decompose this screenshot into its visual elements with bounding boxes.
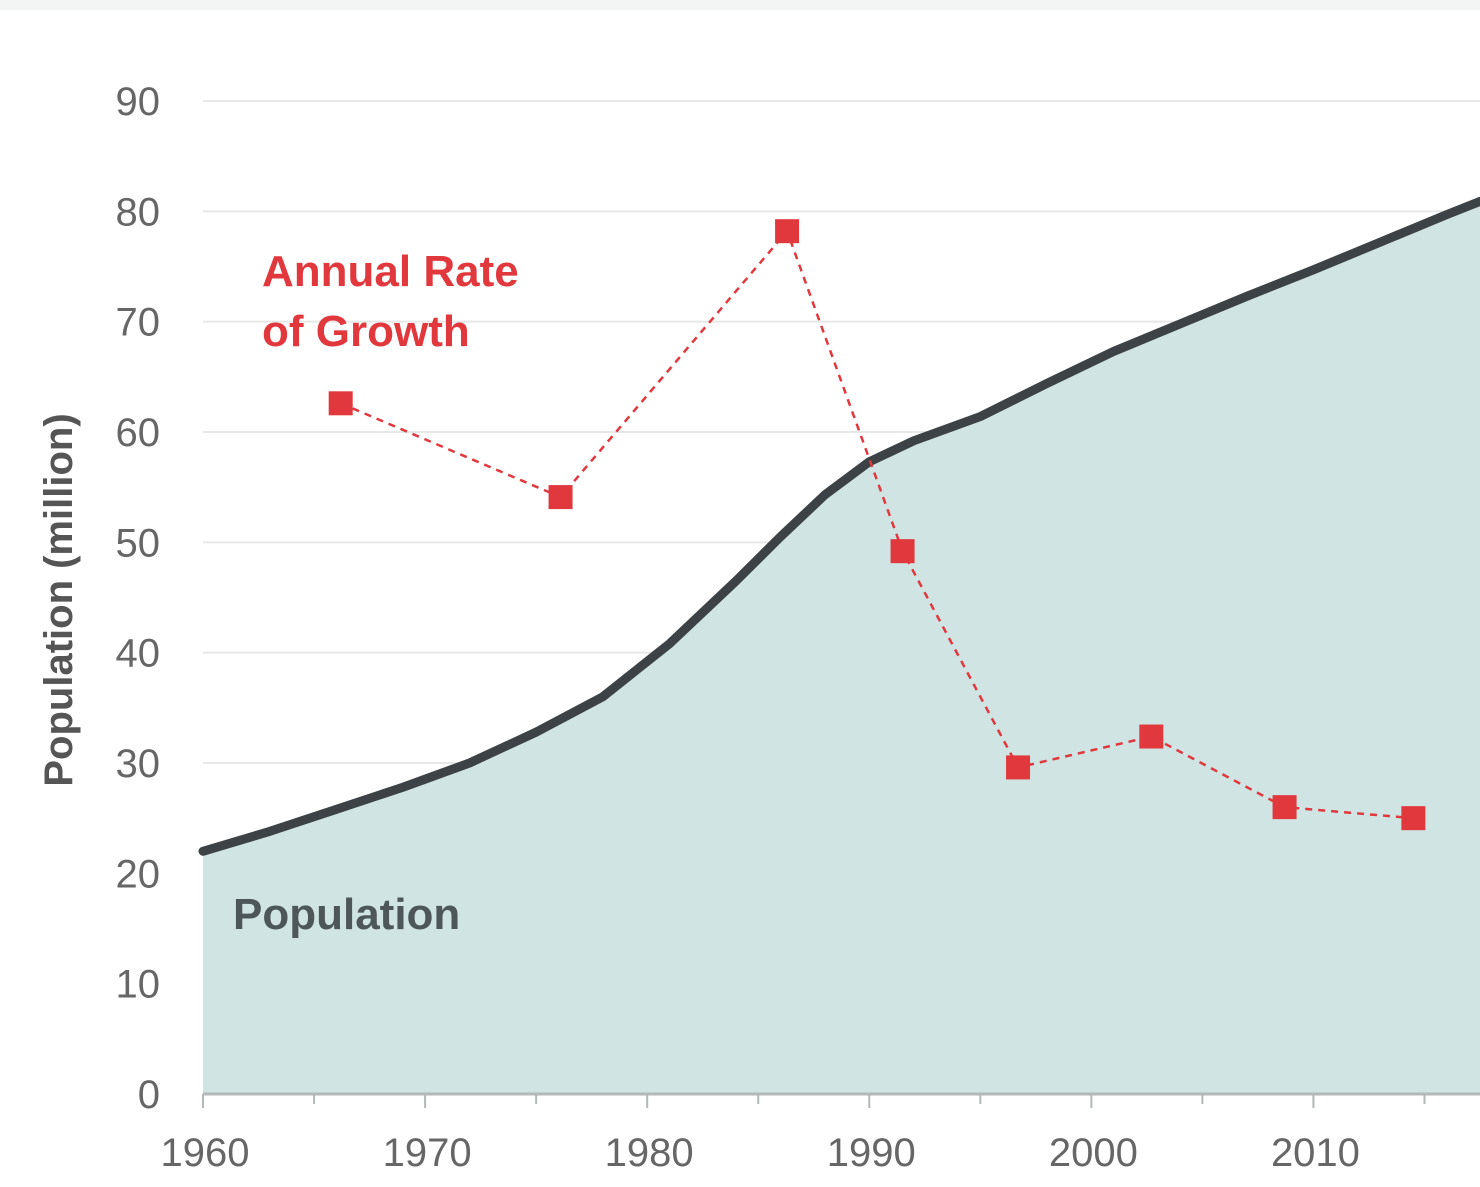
- axes: 0 10 20 30 40 50 60 70 80 90 1960 1970 1980 1990 2000 2…: [116, 80, 1480, 1175]
- growth-rate-point-7: [1272, 795, 1297, 820]
- y-tick-label-60: 60: [116, 411, 161, 455]
- x-tick-label-1990: 1990: [827, 1131, 916, 1175]
- growth-rate-point-1: [328, 391, 353, 416]
- y-tick-label-30: 30: [116, 742, 161, 786]
- y-tick-label-80: 80: [116, 190, 161, 234]
- y-tick-label-10: 10: [116, 963, 161, 1007]
- y-tick-label-20: 20: [116, 852, 161, 896]
- y-tick-label-70: 70: [116, 301, 161, 345]
- x-tick-label-2000: 2000: [1049, 1131, 1138, 1175]
- growth-rate-point-5: [1006, 755, 1031, 780]
- growth-rate-layer: [328, 219, 1426, 831]
- population-line: [198, 196, 1480, 856]
- y-tick-label-50: 50: [116, 521, 161, 565]
- y-tick-label-0: 0: [138, 1073, 160, 1117]
- x-tick-label-1960: 1960: [161, 1131, 250, 1175]
- growth-rate-point-3: [775, 219, 800, 244]
- series-label-growth-line1: Annual Rate: [262, 247, 519, 296]
- population-area: [203, 201, 1480, 1095]
- y-tick-label-90: 90: [116, 80, 161, 124]
- y-axis-title: Population (million): [37, 413, 81, 786]
- labels: Population (million) Annual Rate of Grow…: [37, 247, 519, 939]
- top-border: [0, 0, 1480, 10]
- growth-rate-point-4: [890, 539, 915, 564]
- x-tick-label-1970: 1970: [383, 1131, 472, 1175]
- x-tick-label-1980: 1980: [605, 1131, 694, 1175]
- population-area-layer: [198, 196, 1480, 1095]
- series-label-population: Population: [233, 890, 460, 939]
- growth-rate-line: [340, 228, 1414, 820]
- growth-rate-point-2: [548, 485, 573, 510]
- growth-rate-point-6: [1139, 724, 1164, 749]
- growth-rate-point-8: [1401, 806, 1426, 831]
- series-label-growth-line2: of Growth: [262, 307, 470, 356]
- y-tick-label-40: 40: [116, 632, 161, 676]
- x-tick-label-2010: 2010: [1271, 1131, 1360, 1175]
